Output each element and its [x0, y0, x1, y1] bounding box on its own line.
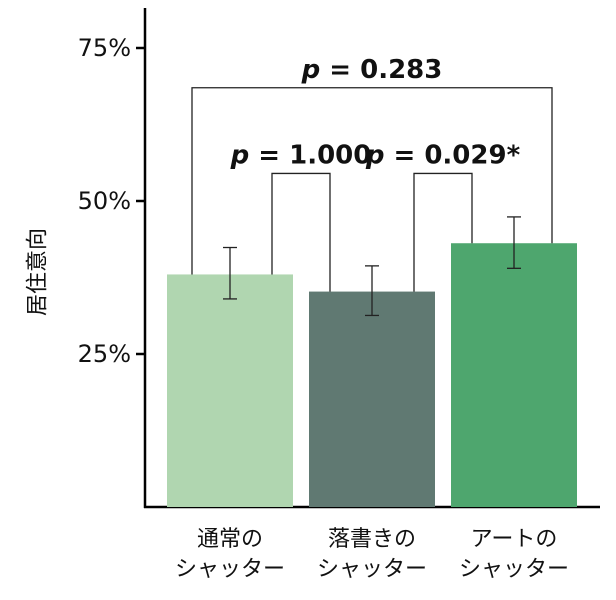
bar-1 [309, 291, 435, 507]
category-label-1-0: 落書きの [328, 527, 416, 552]
category-label-0-0: 通常の [197, 527, 263, 552]
y-tick-label-2: 75% [78, 34, 131, 62]
significance-bracket-2 [191, 87, 553, 275]
category-label-0-1: シャッター [175, 557, 285, 582]
p-value-label-0: p = 1.000 [230, 140, 372, 170]
significance-bracket-0 [271, 172, 331, 292]
category-label-2-0: アートの [471, 527, 558, 552]
y-tick-label-1: 50% [78, 187, 131, 215]
p-value-label-2: p = 0.283 [301, 55, 443, 85]
y-axis-label: 居住意向 [26, 228, 51, 316]
significance-bracket-1 [413, 172, 473, 292]
category-label-2-1: シャッター [459, 557, 569, 582]
category-label-1-1: シャッター [317, 557, 427, 582]
p-value-label-1: p = 0.029* [365, 140, 521, 170]
bar-0 [167, 274, 293, 507]
bar-2 [451, 243, 577, 507]
y-tick-label-0: 25% [78, 340, 131, 368]
